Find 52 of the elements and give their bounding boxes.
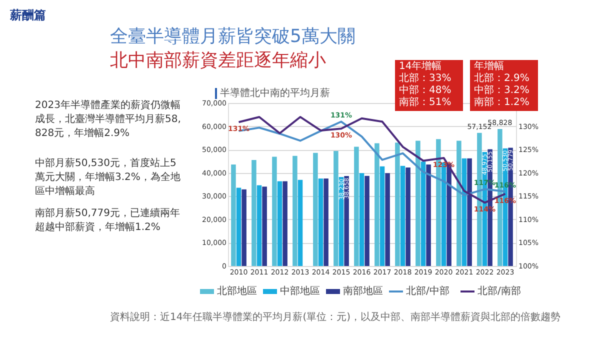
annotation: 南部：1.2% bbox=[474, 96, 530, 108]
bar bbox=[236, 188, 242, 266]
bar bbox=[277, 181, 282, 266]
bar bbox=[467, 158, 472, 266]
bar bbox=[456, 140, 462, 266]
bar bbox=[344, 176, 349, 266]
annotation: 南部：51% bbox=[399, 96, 452, 108]
bar bbox=[359, 173, 364, 266]
bar bbox=[406, 168, 410, 266]
bar bbox=[262, 186, 267, 266]
bar bbox=[298, 180, 303, 266]
bar bbox=[416, 140, 420, 266]
bar bbox=[364, 176, 370, 266]
text: 中部：48% bbox=[399, 84, 452, 96]
bar bbox=[334, 150, 338, 266]
legend-label: 北部/南部 bbox=[478, 285, 521, 297]
bar bbox=[313, 152, 318, 266]
bar bbox=[252, 160, 256, 266]
bar bbox=[374, 143, 380, 266]
bar bbox=[282, 181, 288, 266]
bar bbox=[292, 156, 298, 266]
legend-label: 北部/中部 bbox=[406, 285, 450, 297]
bar bbox=[426, 164, 431, 266]
text: 北部：2.9% bbox=[474, 72, 530, 84]
bar bbox=[324, 178, 328, 266]
chart-title: 全臺半導體月薪皆突破5萬大關 bbox=[110, 26, 356, 47]
bar bbox=[318, 178, 324, 266]
bar bbox=[380, 166, 385, 266]
bar bbox=[395, 142, 400, 266]
text: 薪酬篇 bbox=[9, 8, 46, 22]
text: 南部月薪50,779元，已連續兩年超越中部薪資，年增幅1.2% bbox=[35, 207, 180, 233]
bar bbox=[462, 158, 467, 266]
bar bbox=[256, 185, 262, 266]
bar bbox=[400, 166, 406, 266]
text: 中部：3.2% bbox=[474, 84, 530, 96]
chart-subtitle: 北中南部薪資差距逐年縮小 bbox=[110, 50, 326, 71]
bar bbox=[420, 162, 426, 266]
legend-label: 中部地區 bbox=[280, 285, 320, 297]
bar bbox=[242, 189, 246, 266]
text: 年增幅 bbox=[474, 60, 504, 72]
text: 半導體北中南的平均月薪 bbox=[220, 87, 330, 99]
bar bbox=[231, 164, 236, 266]
legend-label: 南部地區 bbox=[343, 285, 383, 297]
text: 資料說明：近14年任職半導體業的平均月薪(單位：元)，以及中部、南部半導體薪資與北部的倍數趨勢 bbox=[110, 311, 561, 323]
bar bbox=[272, 156, 277, 266]
bar bbox=[385, 173, 390, 266]
text: 14年增幅 bbox=[399, 60, 442, 72]
text: 中部月薪50,530元，首度站上5萬元大關，年增幅3.2%，為全地區中增幅最高 bbox=[35, 157, 180, 197]
text: 北部：33% bbox=[399, 72, 452, 84]
text: 2023年半導體產業的薪資仍微幅成長，北臺灣半導體平均月薪58,828元，年增幅2.9% bbox=[35, 99, 181, 139]
legend-label: 北部地區 bbox=[217, 285, 257, 297]
bar bbox=[354, 146, 359, 266]
